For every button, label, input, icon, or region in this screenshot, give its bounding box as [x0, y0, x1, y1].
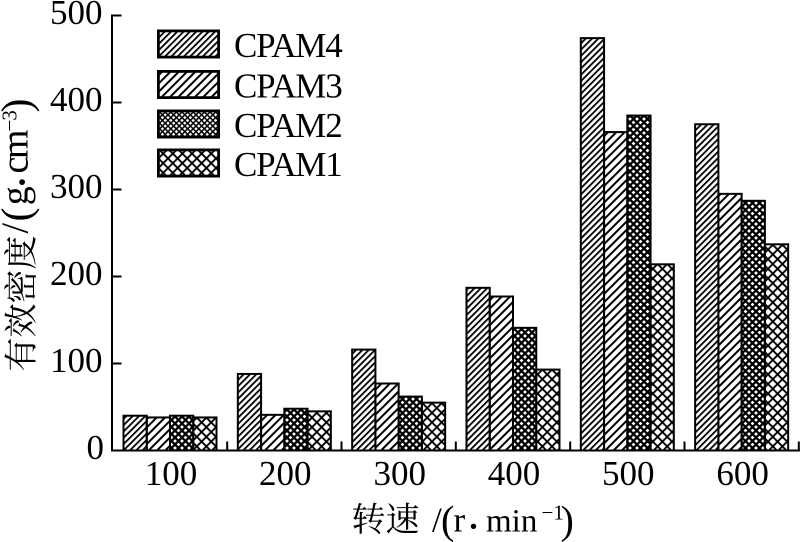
svg-text:100: 100: [50, 341, 103, 380]
svg-text:100: 100: [145, 454, 198, 493]
svg-text:300: 300: [373, 454, 426, 493]
svg-text:): ): [0, 99, 41, 113]
svg-text:400: 400: [50, 80, 103, 119]
svg-text:CPAM2: CPAM2: [234, 106, 342, 145]
svg-text:CPAM3: CPAM3: [234, 66, 342, 105]
svg-text:−1: −1: [542, 501, 564, 525]
svg-text:300: 300: [50, 167, 103, 206]
svg-text:/: /: [0, 223, 37, 234]
svg-text:(: (: [0, 208, 41, 222]
svg-text:400: 400: [488, 454, 541, 493]
svg-text:): ): [561, 498, 574, 542]
svg-text:500: 500: [602, 454, 655, 493]
svg-text:(: (: [441, 498, 454, 542]
svg-text:0: 0: [87, 428, 105, 467]
svg-text:200: 200: [259, 454, 312, 493]
svg-text:CPAM4: CPAM4: [234, 26, 342, 65]
svg-text:min: min: [486, 504, 537, 540]
svg-text:−3: −3: [0, 111, 22, 132]
svg-text:/: /: [432, 501, 442, 540]
svg-text:200: 200: [50, 254, 103, 293]
svg-text:600: 600: [716, 454, 769, 493]
svg-text:g: g: [0, 186, 37, 205]
svg-text:CPAM1: CPAM1: [234, 145, 342, 184]
svg-text:r: r: [454, 501, 466, 540]
svg-text:500: 500: [50, 0, 103, 32]
svg-text:cm: cm: [0, 130, 37, 173]
